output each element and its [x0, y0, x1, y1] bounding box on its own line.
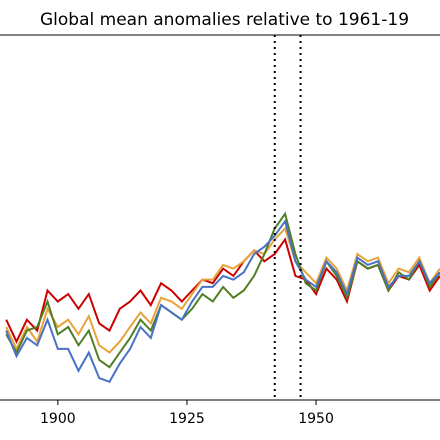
series-line: [5, 218, 440, 384]
series-line: [5, 237, 440, 344]
x-tick-label: 1900: [40, 411, 76, 427]
x-tick-label: 1925: [169, 411, 205, 427]
series-line: [5, 211, 440, 369]
series-line: [5, 226, 440, 354]
x-tick-label: 1950: [298, 411, 334, 427]
chart-title: Global mean anomalies relative to 1961-1…: [40, 10, 409, 30]
